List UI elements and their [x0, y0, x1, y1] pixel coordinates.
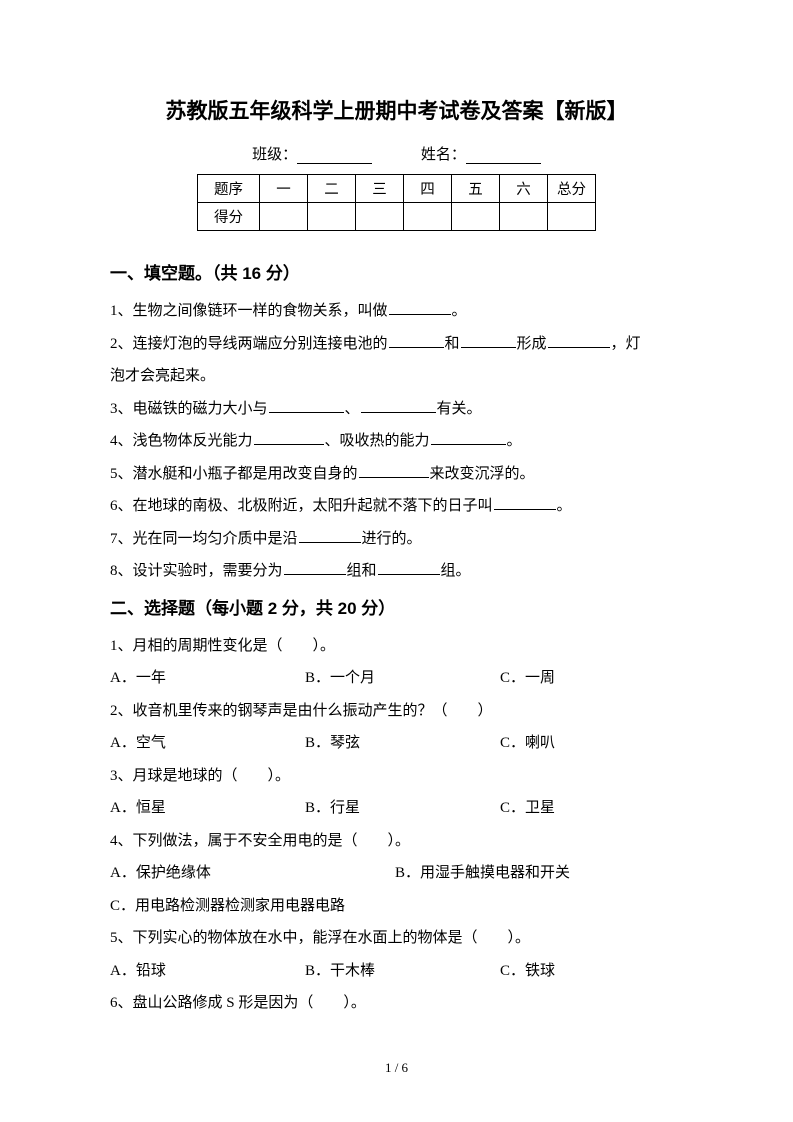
question-text: 和	[445, 336, 460, 352]
option-c: C．用电路检测器检测家用电器电路	[110, 891, 345, 923]
question-text: 来改变沉浮的。	[430, 466, 535, 482]
col-header: 五	[452, 175, 500, 203]
option-a: A．空气	[110, 728, 305, 760]
question-text: 。	[452, 303, 467, 319]
question-text: 有关。	[437, 401, 482, 417]
col-header: 三	[356, 175, 404, 203]
question-2-5: 5、下列实心的物体放在水中，能浮在水面上的物体是（ ）。	[110, 923, 683, 955]
option-b: B．琴弦	[305, 728, 500, 760]
question-text: 7、光在同一均匀介质中是沿	[110, 531, 298, 547]
option-c: C．一周	[500, 663, 630, 695]
question-text: 4、浅色物体反光能力	[110, 433, 253, 449]
score-cell	[548, 203, 596, 231]
section-2-header: 二、选择题（每小题 2 分，共 20 分）	[110, 594, 683, 619]
question-1-3: 3、电磁铁的磁力大小与 、 有关。	[110, 394, 683, 426]
fill-blank	[254, 430, 324, 445]
options-2-5: A．铅球B．干木棒C．铁球	[110, 956, 683, 988]
fill-blank	[359, 463, 429, 478]
score-cell	[260, 203, 308, 231]
class-blank	[297, 146, 372, 164]
question-1-7: 7、光在同一均匀介质中是沿 进行的。	[110, 524, 683, 556]
option-c: C．卫星	[500, 793, 630, 825]
score-cell	[452, 203, 500, 231]
score-cell	[404, 203, 452, 231]
score-table: 题序 一 二 三 四 五 六 总分 得分	[197, 174, 596, 231]
score-cell	[308, 203, 356, 231]
option-b: B．干木棒	[305, 956, 500, 988]
name-blank	[466, 146, 541, 164]
option-a: A．恒星	[110, 793, 305, 825]
question-text: 进行的。	[362, 531, 422, 547]
col-header: 四	[404, 175, 452, 203]
name-label: 姓名：	[421, 143, 466, 164]
col-header: 总分	[548, 175, 596, 203]
question-text: ，灯	[611, 336, 641, 352]
fill-blank	[548, 333, 610, 348]
option-b: B．行星	[305, 793, 500, 825]
question-1-2: 2、连接灯泡的导线两端应分别连接电池的 和 形成 ，灯	[110, 329, 683, 361]
col-header: 六	[500, 175, 548, 203]
option-a: A．保护绝缘体	[110, 858, 395, 890]
question-1-4: 4、浅色物体反光能力 、吸收热的能力 。	[110, 426, 683, 458]
row-header: 题序	[198, 175, 260, 203]
fill-blank	[431, 430, 506, 445]
fill-blank	[269, 398, 344, 413]
question-text: 组和	[347, 563, 377, 579]
question-1-8: 8、设计实验时，需要分为 组和 组。	[110, 556, 683, 588]
row-header: 得分	[198, 203, 260, 231]
options-2-4: A．保护绝缘体B．用湿手触摸电器和开关	[110, 858, 683, 890]
question-1-2-cont: 泡才会亮起来。	[110, 361, 683, 393]
option-a: A．铅球	[110, 956, 305, 988]
options-2-1: A．一年B．一个月C．一周	[110, 663, 683, 695]
student-info-row: 班级： 姓名：	[110, 143, 683, 164]
section-1-header: 一、填空题。（共 16 分）	[110, 259, 683, 284]
question-text: 泡才会亮起来。	[110, 368, 215, 384]
question-2-6: 6、盘山公路修成 S 形是因为（ ）。	[110, 988, 683, 1020]
score-cell	[500, 203, 548, 231]
question-2-2: 2、收音机里传来的钢琴声是由什么振动产生的？（ ）	[110, 696, 683, 728]
question-text: 5、潜水艇和小瓶子都是用改变自身的	[110, 466, 358, 482]
question-2-3: 3、月球是地球的（ ）。	[110, 761, 683, 793]
fill-blank	[361, 398, 436, 413]
question-2-4: 4、下列做法，属于不安全用电的是（ ）。	[110, 826, 683, 858]
score-cell	[356, 203, 404, 231]
question-2-1: 1、月相的周期性变化是（ ）。	[110, 631, 683, 663]
question-1-1: 1、生物之间像链环一样的食物关系，叫做 。	[110, 296, 683, 328]
question-text: 。	[557, 498, 572, 514]
question-text: 。	[507, 433, 522, 449]
question-text: 2、连接灯泡的导线两端应分别连接电池的	[110, 336, 388, 352]
option-b: B．一个月	[305, 663, 500, 695]
question-text: 1、生物之间像链环一样的食物关系，叫做	[110, 303, 388, 319]
question-text: 6、在地球的南极、北极附近，太阳升起就不落下的日子叫	[110, 498, 493, 514]
question-1-5: 5、潜水艇和小瓶子都是用改变自身的 来改变沉浮的。	[110, 459, 683, 491]
option-c: C．铁球	[500, 956, 630, 988]
fill-blank	[461, 333, 516, 348]
table-row: 题序 一 二 三 四 五 六 总分	[198, 175, 596, 203]
question-1-6: 6、在地球的南极、北极附近，太阳升起就不落下的日子叫 。	[110, 491, 683, 523]
col-header: 一	[260, 175, 308, 203]
question-text: 、吸收热的能力	[325, 433, 430, 449]
fill-blank	[284, 560, 346, 575]
fill-blank	[378, 560, 440, 575]
options-2-3: A．恒星B．行星C．卫星	[110, 793, 683, 825]
question-text: 、	[345, 401, 360, 417]
col-header: 二	[308, 175, 356, 203]
option-a: A．一年	[110, 663, 305, 695]
fill-blank	[299, 528, 361, 543]
fill-blank	[389, 333, 444, 348]
option-c: C．喇叭	[500, 728, 630, 760]
class-label: 班级：	[252, 143, 297, 164]
options-2-4-c: C．用电路检测器检测家用电器电路	[110, 891, 683, 923]
question-text: 组。	[441, 563, 471, 579]
option-b: B．用湿手触摸电器和开关	[395, 858, 645, 890]
options-2-2: A．空气B．琴弦C．喇叭	[110, 728, 683, 760]
fill-blank	[494, 495, 556, 510]
fill-blank	[389, 300, 451, 315]
page-title: 苏教版五年级科学上册期中考试卷及答案【新版】	[110, 95, 683, 125]
question-text: 3、电磁铁的磁力大小与	[110, 401, 268, 417]
question-text: 8、设计实验时，需要分为	[110, 563, 283, 579]
question-text: 形成	[517, 336, 547, 352]
page-number: 1 / 6	[0, 1060, 793, 1076]
table-row: 得分	[198, 203, 596, 231]
